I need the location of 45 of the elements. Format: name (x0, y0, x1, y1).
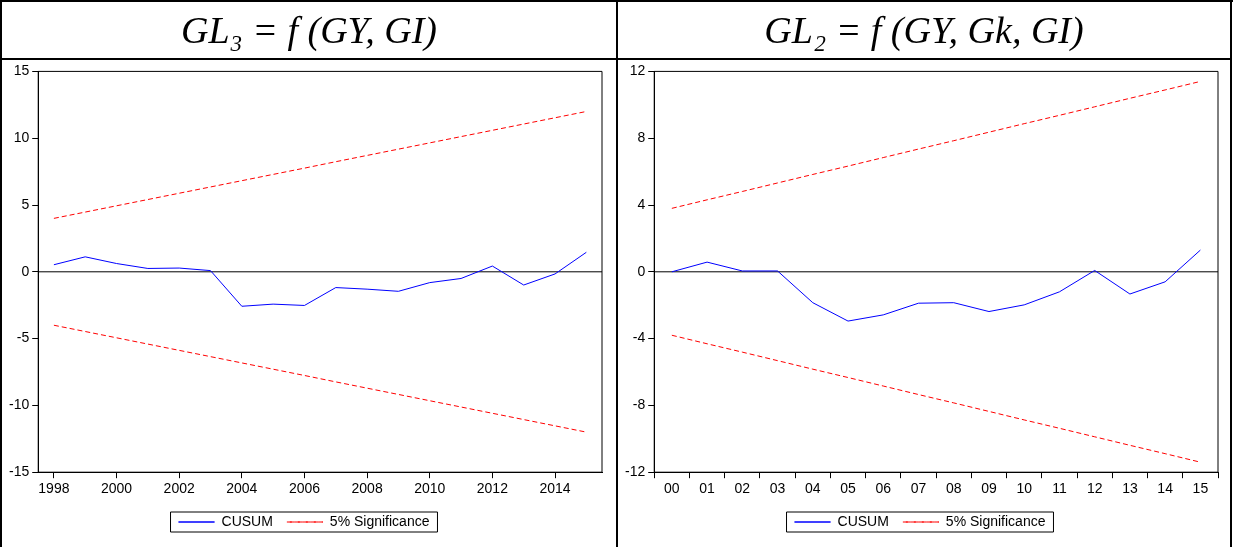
y-tick-label: -5 (16, 329, 30, 346)
x-tick-label: 06 (875, 480, 892, 497)
legend-label: 5% Significance (945, 512, 1046, 529)
y-tick-label: -8 (632, 396, 646, 413)
x-tick-label: 2000 (100, 480, 133, 497)
x-tick-label: 2006 (288, 480, 321, 497)
x-tick-label: 14 (1157, 480, 1174, 497)
y-tick-label: -10 (9, 396, 30, 413)
y-tick-label: 4 (637, 195, 646, 212)
x-tick-label: 2010 (414, 480, 446, 497)
y-tick-label: 15 (13, 62, 30, 79)
chart-title: GL₃ = f (GY, GI) (2, 2, 616, 60)
legend-label: CUSUM (221, 512, 273, 529)
y-tick-label: -4 (632, 329, 646, 346)
x-tick-label: 12 (1086, 480, 1103, 497)
legend-label: 5% Significance (329, 512, 430, 529)
y-tick-label: 5 (21, 195, 30, 212)
x-tick-label: 2002 (163, 480, 195, 497)
x-tick-label: 2012 (476, 480, 509, 497)
x-tick-label: 13 (1122, 480, 1138, 497)
y-tick-label: 8 (637, 129, 646, 146)
x-tick-label: 09 (981, 480, 997, 497)
x-tick-label: 02 (734, 480, 751, 497)
x-tick-label: 04 (805, 480, 821, 497)
legend-label: CUSUM (837, 512, 889, 529)
y-tick-label: 10 (13, 129, 30, 146)
y-tick-label: 0 (637, 262, 646, 279)
x-tick-label: 2014 (539, 480, 571, 497)
x-tick-label: 05 (840, 480, 857, 497)
x-tick-label: 1998 (38, 480, 70, 497)
x-tick-label: 03 (769, 480, 786, 497)
x-tick-label: 2004 (226, 480, 258, 497)
x-tick-label: 10 (1016, 480, 1033, 497)
x-tick-label: 00 (664, 480, 680, 497)
y-tick-label: -12 (625, 463, 646, 480)
x-tick-label: 07 (910, 480, 927, 497)
x-tick-label: 08 (945, 480, 962, 497)
x-tick-label: 11 (1052, 480, 1067, 497)
x-tick-label: 15 (1192, 480, 1209, 497)
chart-title: GL₂ = f (GY, Gk, GI) (618, 2, 1230, 60)
y-tick-label: 0 (21, 262, 30, 279)
x-tick-label: 2008 (351, 480, 383, 497)
y-tick-label: -15 (9, 463, 30, 480)
y-tick-label: 12 (629, 62, 646, 79)
x-tick-label: 01 (699, 480, 716, 497)
